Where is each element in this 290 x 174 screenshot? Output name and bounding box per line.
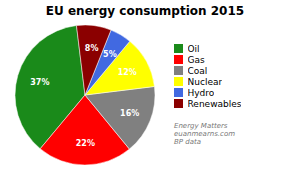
html-text:BP data: BP data [174,138,201,147]
svg-text:37%: 37% [30,78,49,87]
html-text:EU energy consumption 2015: EU energy consumption 2015 [45,4,245,18]
html-text:Nuclear: Nuclear [187,76,223,87]
svg-text:12%: 12% [118,68,137,77]
html-text:Hydro: Hydro [187,87,215,98]
html-text:Renewables: Renewables [187,98,242,109]
svg-text:5%: 5% [103,50,117,59]
svg-text:8%: 8% [85,44,99,53]
html-text:euanmearns.com: euanmearns.com [174,130,235,139]
svg-text:22%: 22% [76,139,95,148]
svg-text:16%: 16% [120,109,139,118]
html-text:Coal: Coal [187,65,208,76]
html-text:Energy Matters: Energy Matters [174,122,228,131]
html-text:Gas: Gas [187,54,205,65]
html-text:Oil: Oil [187,43,200,54]
